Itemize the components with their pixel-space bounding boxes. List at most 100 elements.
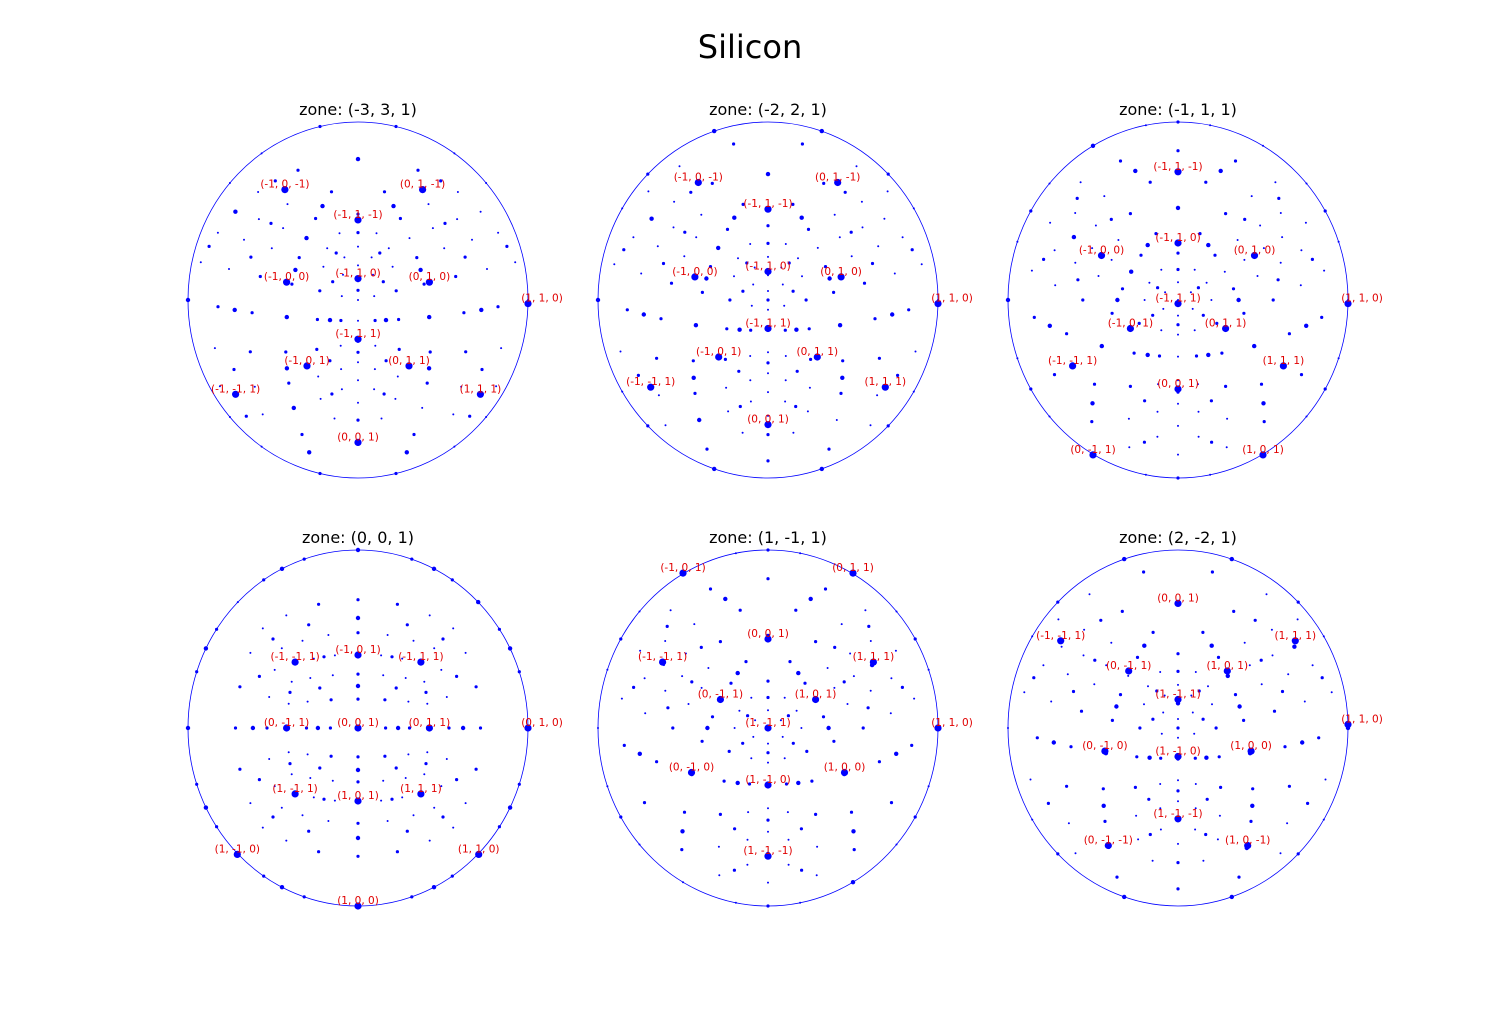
pole-label: (1, 0, -1) <box>1225 835 1270 847</box>
pole-point <box>737 369 741 373</box>
pole-point <box>767 290 769 292</box>
labelled-pole <box>764 267 772 276</box>
pole-point <box>1135 814 1138 817</box>
pole-point <box>314 216 318 221</box>
pole-point <box>1296 618 1299 621</box>
pole-point <box>680 829 685 834</box>
pole-point <box>228 182 231 184</box>
pole-label: (0, 1, 0) <box>820 266 862 278</box>
pole-point <box>290 773 293 776</box>
pole-point <box>1154 232 1158 236</box>
pole-point <box>464 802 467 805</box>
pole-point <box>910 248 914 252</box>
pole-point <box>1177 683 1179 686</box>
labelled-pole <box>524 724 532 732</box>
pole-point <box>791 289 795 293</box>
pole-point <box>794 404 798 409</box>
pole-point <box>1250 195 1253 198</box>
pole-point <box>749 400 752 403</box>
pole-point <box>862 281 867 285</box>
pole-point <box>1157 383 1160 386</box>
pole-point <box>1210 570 1214 574</box>
pole-point <box>1115 875 1119 879</box>
pole-point <box>914 350 917 353</box>
pole-point <box>754 719 757 722</box>
pole-point <box>394 471 398 476</box>
pole-point <box>1147 755 1152 760</box>
pole-point <box>233 209 238 214</box>
pole-point <box>1023 691 1026 694</box>
pole-point <box>1217 755 1221 759</box>
pole-point <box>684 652 687 655</box>
pole-point <box>642 801 647 805</box>
pole-point <box>833 686 836 689</box>
pole-point <box>791 202 795 206</box>
pole-point <box>1047 323 1053 328</box>
pole-label: (1, 1, 1) <box>1263 355 1305 367</box>
pole-point <box>355 615 361 621</box>
pole-point <box>1049 221 1052 224</box>
pole-point <box>1060 645 1063 648</box>
pole-point <box>1099 343 1105 349</box>
pole-point <box>1074 261 1077 264</box>
pole-point <box>1198 232 1202 236</box>
pole-point <box>195 782 199 786</box>
pole-point <box>646 424 650 428</box>
pole-point <box>860 200 863 203</box>
pole-point <box>280 647 283 650</box>
pole-point <box>682 881 684 884</box>
pole-point <box>258 274 262 279</box>
pole-point <box>1016 357 1019 360</box>
labelled-pole <box>417 658 425 666</box>
pole-point <box>783 696 786 699</box>
panel-zone-0-0-1: zone: (0, 0, 1) (-1, 0, 1) (-1, -1, 1) (-1,… <box>185 528 563 910</box>
pole-point <box>306 753 309 756</box>
pole-point <box>749 243 752 245</box>
pole-point <box>334 251 338 255</box>
labelled-pole <box>283 278 291 286</box>
pole-point <box>1135 655 1140 660</box>
pole-point <box>907 308 911 312</box>
pole-point <box>203 646 209 651</box>
pole-point <box>1213 253 1217 257</box>
pole-point <box>257 191 260 193</box>
pole-point <box>279 566 285 571</box>
pole-point <box>1074 212 1077 214</box>
pole-point <box>271 815 275 819</box>
pole-point <box>1176 861 1180 865</box>
pole-label: (1, 0, 1) <box>795 689 837 701</box>
pole-point <box>425 381 429 385</box>
labelled-pole <box>354 335 362 343</box>
pole-point <box>805 749 809 754</box>
pole-point <box>431 885 437 890</box>
pole-label: (1, 0, 1) <box>337 790 379 802</box>
pole-point <box>1128 446 1131 449</box>
pole-point <box>781 283 784 286</box>
pole-point <box>391 265 394 268</box>
pole-point <box>486 268 488 270</box>
pole-point <box>391 203 396 209</box>
pole-point <box>374 344 377 347</box>
pole-point <box>1190 694 1193 697</box>
pole-point <box>1083 628 1086 631</box>
pole-point <box>243 238 245 241</box>
pole-point <box>1226 417 1229 420</box>
pole-point <box>517 782 521 786</box>
pole-point <box>788 660 792 664</box>
pole-point <box>683 255 686 258</box>
pole-point <box>356 288 360 292</box>
pole-point <box>1300 249 1303 252</box>
pole-label: (1, 1, 1) <box>865 376 907 388</box>
pole-point <box>427 203 430 206</box>
pole-point <box>767 351 769 354</box>
labelled-pole <box>764 635 772 643</box>
pole-label: (0, -1, 1) <box>698 689 743 701</box>
pole-label: (-1, 0, 1) <box>335 644 380 656</box>
labelled-pole <box>1174 599 1182 608</box>
pole-point <box>861 226 864 229</box>
pole-point <box>216 231 219 234</box>
pole-label: (1, 1, 0) <box>931 717 973 729</box>
pole-point <box>452 627 455 630</box>
pole-point <box>309 677 312 679</box>
pole-point <box>1320 676 1324 680</box>
